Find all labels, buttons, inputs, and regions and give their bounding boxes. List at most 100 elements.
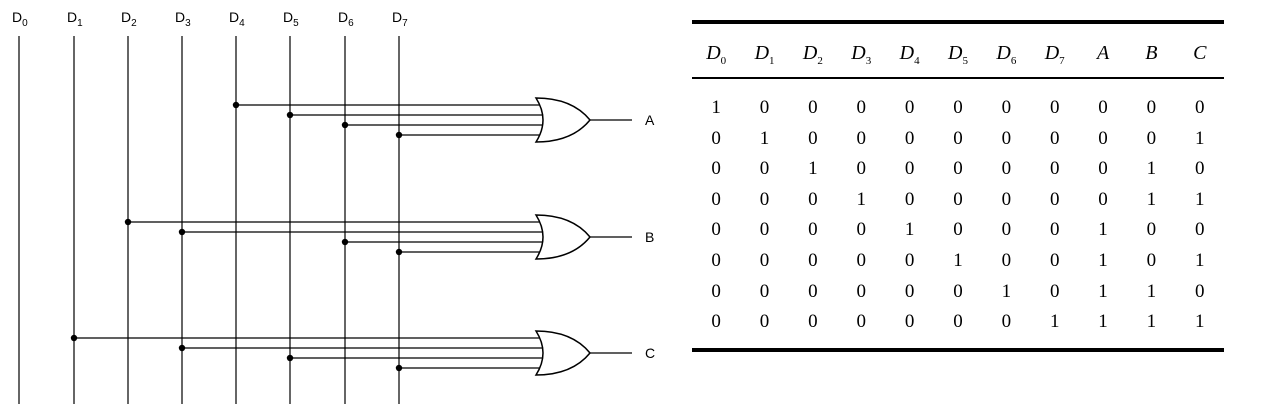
table-row: 0 0 0 0 0 0 0 1 1 1 1 [692, 307, 1224, 338]
table-cell: 0 [759, 280, 770, 302]
table-cell: 0 [1098, 127, 1108, 149]
table-cell: 0 [856, 280, 867, 302]
table-cell: 0 [904, 158, 915, 180]
table-cell: 0 [1001, 158, 1012, 180]
table-cell: 0 [1146, 219, 1157, 241]
table-cell: 0 [1049, 97, 1060, 118]
table-cell: 0 [759, 97, 770, 118]
or-gate-body [534, 97, 591, 143]
header-cell: B [1127, 42, 1175, 67]
header-subscript: 5 [962, 55, 968, 67]
table-cell: 0 [1098, 158, 1108, 180]
or-gate-body [534, 214, 591, 260]
header-cell: D6 [982, 42, 1030, 67]
table-cell: 0 [1146, 127, 1157, 149]
input-label-d4: D4 [229, 9, 245, 29]
header-cell: D5 [934, 42, 982, 67]
table-cell: 0 [1049, 158, 1060, 180]
table-cell: 0 [1146, 249, 1157, 271]
header-base: D [899, 42, 915, 64]
table-cell: 0 [759, 158, 770, 180]
table-cell: 1 [1146, 158, 1157, 180]
input-label-d6: D6 [338, 9, 354, 29]
table-cell: 1 [1146, 280, 1157, 302]
table-cell: 0 [711, 158, 721, 180]
table-cell: 0 [711, 280, 721, 302]
junction-dot [395, 364, 403, 372]
header-subscript: 1 [769, 55, 775, 67]
table-top-rule [692, 20, 1224, 24]
table-cell: 0 [904, 280, 915, 302]
input-label-d7: D7 [392, 9, 408, 29]
table-cell: 0 [953, 280, 963, 302]
or-gate-b: B [124, 214, 654, 260]
header-base: D [851, 42, 866, 64]
header-base: A [1096, 42, 1110, 64]
table-cell: 0 [1146, 97, 1157, 118]
table-cell: 0 [1195, 219, 1205, 241]
table-cell: 1 [1146, 311, 1157, 333]
table-cell: 1 [856, 188, 867, 210]
header-subscript: 3 [865, 55, 872, 67]
table-cell: 0 [759, 249, 770, 271]
table-cell: 0 [1001, 188, 1012, 210]
output-label-a: A [645, 112, 655, 128]
junction-dot [70, 334, 78, 342]
table-header-row: D0 D1 D2 D3 D4 D5 D6 D7 A B C [692, 24, 1224, 67]
header-cell: A [1079, 42, 1127, 67]
header-subscript: 6 [1010, 55, 1017, 67]
table-body: 1 0 0 0 0 0 0 0 0 0 0 0 1 0 0 0 0 0 0 0 0 1 0 0 1 0 0 0 0 0 0 1 0 0 0 0 1 0 0 0… [692, 79, 1224, 338]
header-cell: D3 [837, 42, 885, 67]
table-bottom-rule [692, 347, 1224, 352]
junction-dot [341, 121, 349, 129]
table-cell: 0 [856, 311, 867, 333]
output-label-c: C [645, 345, 655, 361]
table-cell: 1 [1049, 311, 1060, 333]
table-cell: 0 [759, 219, 770, 241]
table-cell: 0 [953, 188, 963, 210]
table-cell: 1 [1195, 249, 1205, 271]
header-cell: D1 [740, 42, 788, 67]
table-cell: 1 [953, 249, 963, 271]
table-cell: 0 [953, 97, 963, 118]
table-cell: 0 [808, 219, 818, 241]
table-cell: 0 [808, 249, 818, 271]
or-gate-body [534, 330, 591, 376]
table-cell: 1 [1098, 311, 1108, 333]
table-cell: 0 [904, 188, 915, 210]
junction-dot [232, 101, 240, 109]
table-cell: 0 [1098, 188, 1108, 210]
junction-dot [178, 344, 186, 352]
input-lines [18, 36, 400, 404]
table-cell: 0 [904, 97, 915, 118]
table-row: 0 0 0 0 0 1 0 0 1 0 1 [692, 246, 1224, 277]
table-cell: 0 [711, 188, 721, 210]
header-cell: D4 [885, 42, 933, 67]
junction-dot [178, 228, 186, 236]
table-cell: 0 [759, 188, 770, 210]
input-label-d0: D0 [12, 9, 28, 29]
junction-dot [341, 238, 349, 246]
header-base: B [1145, 42, 1158, 64]
table-cell: 0 [904, 311, 915, 333]
table-cell: 0 [711, 249, 721, 271]
input-label-d5: D5 [283, 9, 299, 29]
or-gate-a: A [232, 97, 655, 143]
input-label-d2: D2 [121, 9, 137, 29]
table-cell: 0 [1195, 97, 1205, 118]
table-cell: 0 [1098, 97, 1108, 118]
table-cell: 0 [856, 158, 867, 180]
header-base: D [996, 42, 1011, 64]
table-cell: 0 [1001, 97, 1012, 118]
junction-dot [124, 218, 132, 226]
table-cell: 1 [1098, 249, 1108, 271]
table-cell: 0 [808, 97, 818, 118]
table-row: 0 0 0 1 0 0 0 0 0 1 1 [692, 185, 1224, 216]
table-cell: 0 [808, 188, 818, 210]
table-cell: 0 [711, 311, 721, 333]
table-cell: 0 [1049, 249, 1060, 271]
table-cell: 0 [953, 158, 963, 180]
table-cell: 0 [1049, 127, 1060, 149]
header-base: D [754, 42, 770, 64]
